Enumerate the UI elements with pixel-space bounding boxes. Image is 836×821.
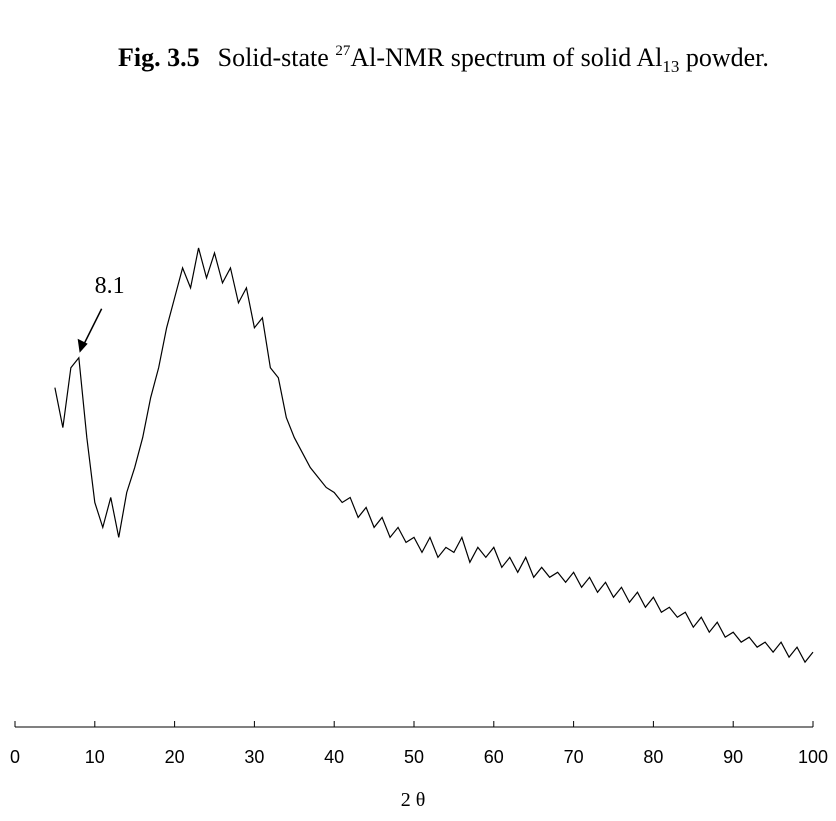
annotation-arrowhead	[77, 338, 88, 353]
title-text: powder.	[679, 43, 769, 72]
figure-label: Fig. 3.5	[118, 43, 200, 72]
title-text: Al-NMR spectrum of solid Al	[350, 43, 662, 72]
x-tick-label: 20	[165, 747, 185, 767]
x-tick-label: 50	[404, 747, 424, 767]
x-tick-label: 60	[484, 747, 504, 767]
x-tick-label: 10	[85, 747, 105, 767]
title-subscript: 13	[662, 57, 679, 76]
x-tick-label: 80	[643, 747, 663, 767]
x-tick-label: 70	[564, 747, 584, 767]
x-tick-label: 30	[244, 747, 264, 767]
x-tick-label: 90	[723, 747, 743, 767]
annotation: 8.1	[95, 273, 125, 299]
annotation-arrow	[81, 308, 103, 348]
x-tick-label: 100	[798, 747, 828, 767]
x-tick-label: 0	[10, 747, 20, 767]
spectrum-line	[54, 247, 814, 664]
x-axis-label: 2 θ	[401, 789, 426, 811]
x-tick-label: 40	[324, 747, 344, 767]
title-superscript: 27	[335, 43, 351, 59]
title-text: Solid-state	[218, 43, 336, 72]
chart-title: Fig. 3.5 Solid-state 27Al-NMR spectrum of…	[118, 43, 769, 76]
